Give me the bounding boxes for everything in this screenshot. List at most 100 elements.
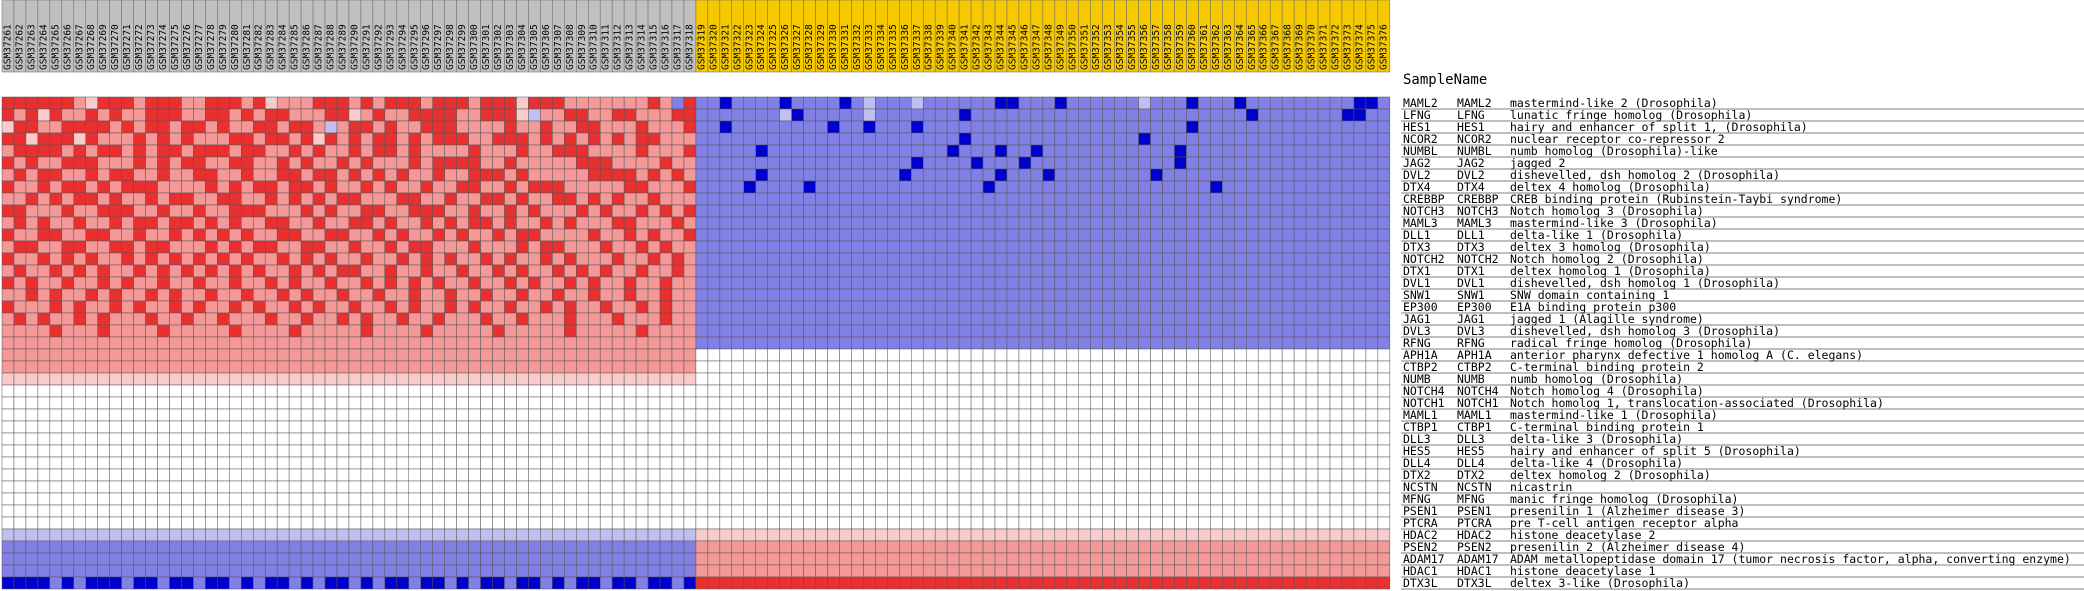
heatmap-cell [1269,432,1283,446]
heatmap-cell [312,528,326,542]
heatmap-cell [1353,432,1367,446]
heatmap-cell [934,156,948,170]
heatmap-cell [1246,168,1259,182]
heatmap-cell [839,420,852,434]
heatmap-cell [731,156,745,170]
heatmap-cell [1365,408,1379,422]
heatmap-cell [85,180,98,194]
heatmap-cell [707,468,721,482]
heatmap-cell [1269,144,1283,158]
heatmap-cell [911,204,924,218]
heatmap-cell [1018,420,1032,434]
heatmap-cell [480,516,493,530]
heatmap-cell [169,444,182,458]
heatmap-cell [1234,528,1247,542]
heatmap-cell [1162,480,1175,494]
heatmap-cell [516,540,529,554]
heatmap-cell [1078,456,1091,470]
heatmap-cell [444,432,457,446]
heatmap-cell [946,288,960,302]
heatmap-cell [994,540,1008,554]
heatmap-cell [1162,552,1175,566]
heatmap-cell [994,204,1008,218]
heatmap-cell [157,144,170,158]
heatmap-cell [528,432,541,446]
heatmap-cell [468,288,481,302]
heatmap-cell [1365,384,1379,398]
heatmap-cell [456,336,469,350]
heatmap-cell [587,288,601,302]
heatmap-cell [432,300,445,314]
heatmap-cell [480,216,493,230]
heatmap-cell [408,180,421,194]
heatmap-cell [922,552,936,566]
heatmap-cell [85,540,98,554]
heatmap-cell [193,552,206,566]
heatmap-cell [922,312,936,326]
heatmap-cell [1018,240,1032,254]
heatmap-cell [994,444,1008,458]
heatmap-cell [1257,576,1271,590]
heatmap-cell [564,96,577,110]
heatmap-cell [348,468,362,482]
heatmap-cell [336,144,350,158]
heatmap-cell [300,456,314,470]
heatmap-cell [420,348,433,362]
heatmap-cell [145,216,158,230]
heatmap-cell [994,168,1008,182]
heatmap-cell [922,264,936,278]
heatmap-cell [1174,576,1187,590]
heatmap-cell [133,348,146,362]
heatmap-cell [1162,360,1175,374]
heatmap-cell [288,576,302,590]
heatmap-cell [300,168,314,182]
heatmap-cell [863,132,876,146]
heatmap-cell [264,324,278,338]
heatmap-cell [994,408,1008,422]
heatmap-cell [623,528,637,542]
heatmap-cell [587,360,601,374]
heatmap-cell [193,300,206,314]
heatmap-cell [1353,528,1367,542]
heatmap-cell [133,168,146,182]
heatmap-cell [552,432,565,446]
heatmap-cell [707,576,721,590]
heatmap-cell [384,300,398,314]
heatmap-cell [1234,480,1247,494]
heatmap-cell [863,228,876,242]
heatmap-cell [647,96,661,110]
heatmap-cell [827,552,840,566]
heatmap-cell [217,144,230,158]
heatmap-cell [815,420,828,434]
heatmap-cell [623,576,637,590]
heatmap-cell [1126,420,1139,434]
heatmap-cell [229,552,242,566]
heatmap-cell [1341,204,1355,218]
heatmap-cell [1162,456,1175,470]
heatmap-cell [1126,360,1139,374]
heatmap-cell [324,432,338,446]
heatmap-cell [755,336,768,350]
heatmap-cell [576,240,589,254]
heatmap-cell [1305,420,1319,434]
heatmap-cell [1365,132,1379,146]
heatmap-cell [767,432,780,446]
heatmap-cell [360,456,374,470]
heatmap-cell [133,276,146,290]
heatmap-cell [252,324,266,338]
heatmap-cell [731,576,745,590]
heatmap-cell [1222,552,1235,566]
heatmap-cell [576,144,589,158]
heatmap-cell [396,336,410,350]
heatmap-cell [1030,480,1044,494]
heatmap-cell [25,396,39,410]
heatmap-cell [1018,108,1032,122]
column-label: GSM37356 [1139,24,1150,70]
column-label: GSM37321 [720,24,731,70]
heatmap-cell [420,300,433,314]
heatmap-cell [528,456,541,470]
heatmap-cell [504,288,517,302]
heatmap-cell [181,408,194,422]
heatmap-cell [121,144,134,158]
heatmap-cell [372,528,386,542]
